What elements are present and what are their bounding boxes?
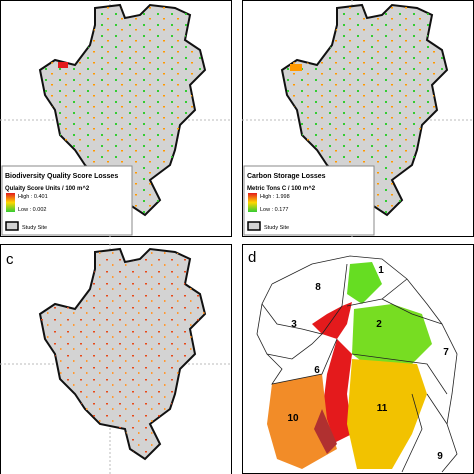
region-label: 11 (377, 403, 388, 414)
region-label: 2 (376, 319, 382, 330)
legend-high: High : 1.998 (260, 194, 290, 200)
panel-letter: d (248, 249, 256, 266)
study-site-swatch (247, 221, 261, 231)
legend: Carbon Storage Losses Metric Tons C / 10… (243, 165, 375, 236)
region-label: 3 (291, 319, 297, 330)
legend-units: Qulaity Score Units / 100 m^2 (5, 186, 90, 192)
study-site-swatch (5, 221, 19, 231)
region-label: 1 (378, 265, 384, 276)
panel-a: Biodiversity Quality Score Losses Qulait… (0, 0, 232, 237)
loss-patch (58, 62, 68, 68)
region-label: 7 (443, 347, 449, 358)
legend-low: Low : 0.177 (260, 207, 288, 213)
region-label: 6 (314, 365, 320, 376)
panel-d: d 1 8 3 2 6 7 11 10 9 (242, 244, 474, 474)
region-label: 10 (287, 413, 299, 424)
legend-title: Carbon Storage Losses (247, 173, 326, 180)
region-boundaries (256, 255, 458, 473)
region-label: 9 (437, 451, 443, 462)
region-label: 8 (315, 282, 321, 293)
color-ramp (6, 193, 15, 212)
legend-study-site: Study Site (22, 225, 47, 231)
panel-c: c (0, 244, 232, 474)
loss-patch (290, 64, 302, 71)
legend-box (1, 165, 133, 236)
legend-low: Low : 0.002 (18, 207, 46, 213)
region-labels: 1 8 3 2 6 7 11 10 9 (287, 265, 449, 462)
legend-units: Metric Tons C / 100 m^2 (247, 186, 316, 192)
color-ramp (248, 193, 257, 212)
legend-study-site: Study Site (264, 225, 289, 231)
legend-title: Biodiversity Quality Score Losses (5, 173, 118, 180)
legend: Biodiversity Quality Score Losses Qulait… (1, 165, 133, 236)
legend-box (243, 165, 375, 236)
panel-b: Carbon Storage Losses Metric Tons C / 10… (242, 0, 474, 237)
legend-high: High : 0.401 (18, 194, 48, 200)
panel-letter: c (6, 251, 14, 268)
